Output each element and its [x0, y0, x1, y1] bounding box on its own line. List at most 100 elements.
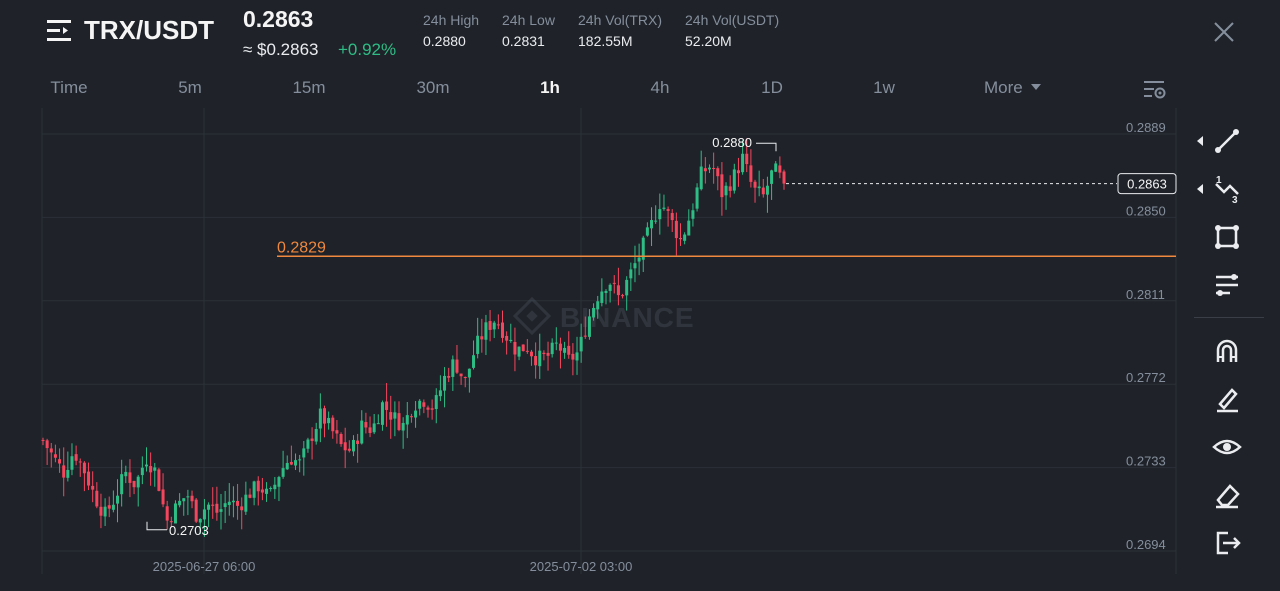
- candle-body: [132, 480, 136, 488]
- candle-body: [720, 174, 724, 198]
- rectangle-shape-icon[interactable]: [1210, 220, 1244, 254]
- svg-text:3: 3: [1232, 195, 1238, 206]
- candle-body: [327, 417, 331, 424]
- tab-more[interactable]: More: [984, 78, 1042, 98]
- candle-body: [41, 439, 45, 441]
- candle-body: [625, 279, 629, 296]
- x-tick-label: 2025-06-27 06:00: [153, 559, 256, 574]
- candle-body: [645, 227, 649, 236]
- candle-body: [496, 324, 500, 326]
- exit-icon[interactable]: [1210, 526, 1244, 560]
- tab-time[interactable]: Time: [50, 78, 88, 97]
- magnet-icon[interactable]: [1210, 334, 1244, 368]
- fibonacci-icon[interactable]: 1 3: [1210, 172, 1244, 206]
- candle-body: [712, 167, 716, 170]
- y-tick-label: 0.2889: [1126, 120, 1166, 135]
- candle-body: [467, 368, 471, 378]
- y-tick-label: 0.2772: [1126, 370, 1166, 385]
- candle-body: [364, 422, 368, 428]
- indicators-icon[interactable]: [1210, 268, 1244, 302]
- tab-4h[interactable]: 4h: [650, 78, 670, 97]
- trend-line-icon[interactable]: [1210, 124, 1244, 158]
- approx-usd-price: ≈ $0.2863: [243, 40, 319, 59]
- candle-body: [579, 336, 583, 352]
- candle-body: [302, 448, 306, 458]
- candle-body: [774, 163, 778, 172]
- candle-body: [269, 488, 273, 490]
- expand-arrow-icon[interactable]: [1197, 136, 1203, 146]
- candle-body: [244, 494, 248, 512]
- svg-text:1: 1: [1216, 175, 1222, 186]
- candle-body: [91, 485, 95, 490]
- stat-value: 52.20M: [685, 33, 732, 49]
- tab-1w[interactable]: 1w: [873, 78, 895, 97]
- visibility-eye-icon[interactable]: [1210, 430, 1244, 464]
- candle-body: [770, 170, 774, 184]
- horizontal-line-label: 0.2829: [277, 239, 326, 256]
- candle-body: [554, 342, 558, 344]
- candle-body: [459, 373, 463, 377]
- tab-1d[interactable]: 1D: [761, 78, 783, 97]
- price-change-percent: +0.92%: [338, 40, 397, 59]
- candle-body: [438, 390, 442, 397]
- candle-body: [414, 410, 418, 418]
- candle-body: [294, 460, 298, 466]
- x-tick-label: 2025-07-02 03:00: [530, 559, 633, 574]
- candle-body: [116, 495, 120, 504]
- candle-body: [231, 500, 235, 503]
- market-header: TRX/USDT 0.2863 ≈ $0.2863 +0.92% 24h Hig…: [0, 0, 1280, 70]
- tab-15m[interactable]: 15m: [292, 78, 326, 97]
- stat-label: 24h High: [423, 12, 480, 28]
- candle-body: [87, 471, 91, 486]
- candle-body: [472, 355, 476, 368]
- candle-body: [534, 356, 538, 366]
- close-icon[interactable]: [1210, 18, 1238, 46]
- candle-body: [683, 234, 687, 241]
- candle-body: [724, 185, 728, 196]
- candle-body: [529, 351, 533, 357]
- tab-30m[interactable]: 30m: [416, 78, 450, 97]
- candle-body: [736, 170, 740, 174]
- candle-body: [488, 321, 492, 330]
- y-tick-label: 0.2694: [1126, 537, 1166, 552]
- candle-body: [612, 282, 616, 284]
- stat-24h-vol-trx: 24h Vol(TRX) 182.55M: [578, 12, 662, 49]
- candle-body: [111, 504, 115, 510]
- candle-body: [674, 220, 678, 239]
- candle-body: [385, 401, 389, 410]
- current-price-tag: [1117, 173, 1177, 195]
- candle-body: [463, 376, 467, 378]
- menu-icon[interactable]: [47, 18, 73, 44]
- candle-body: [140, 467, 144, 476]
- max-marker-line: [756, 142, 777, 152]
- price-chart[interactable]: BINANCE 0.2829 0.2863 0.2880 0.2703 0.2889…: [0, 0, 1190, 591]
- min-marker-line: [146, 521, 167, 531]
- candle-body: [310, 438, 314, 441]
- tab-1h[interactable]: 1h: [540, 78, 560, 97]
- candle-body: [45, 440, 49, 449]
- candle-body: [190, 495, 194, 502]
- eraser-icon[interactable]: [1210, 478, 1244, 512]
- candle-body: [252, 481, 256, 498]
- expand-arrow-icon[interactable]: [1197, 184, 1203, 194]
- pair-title[interactable]: TRX/USDT: [84, 15, 214, 45]
- chart-settings-icon[interactable]: [1142, 78, 1168, 102]
- candle-body: [281, 468, 285, 477]
- tab-5m[interactable]: 5m: [178, 78, 202, 97]
- candle-body: [749, 165, 753, 182]
- candle-body: [616, 285, 620, 296]
- candle-body: [136, 476, 140, 488]
- candlestick-series: [41, 138, 786, 537]
- extreme-markers: 0.2880 0.2703: [146, 135, 777, 538]
- candle-body: [422, 402, 426, 407]
- candle-body: [82, 462, 86, 474]
- candle-body: [58, 459, 62, 464]
- candle-body: [149, 466, 153, 473]
- candle-body: [666, 209, 670, 211]
- candle-body: [389, 412, 393, 420]
- candle-body: [695, 187, 699, 209]
- brush-icon[interactable]: [1210, 382, 1244, 416]
- candle-body: [335, 430, 339, 434]
- candle-body: [608, 284, 612, 291]
- candle-body: [662, 207, 666, 209]
